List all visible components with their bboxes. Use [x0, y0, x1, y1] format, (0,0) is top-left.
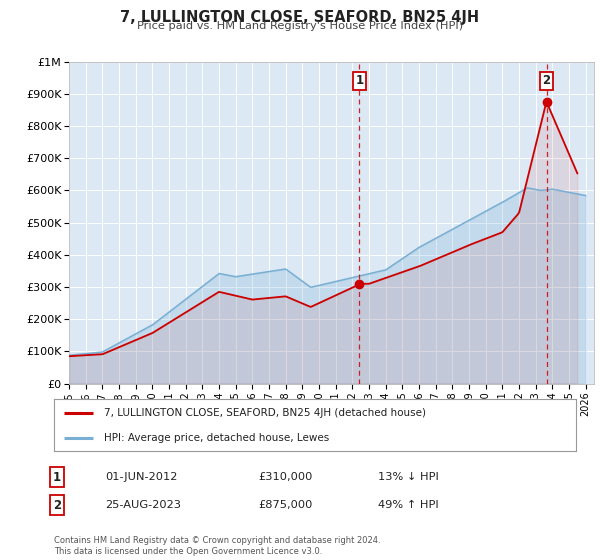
Text: Price paid vs. HM Land Registry's House Price Index (HPI): Price paid vs. HM Land Registry's House … [137, 21, 463, 31]
Text: 2: 2 [542, 74, 551, 87]
Text: HPI: Average price, detached house, Lewes: HPI: Average price, detached house, Lewe… [104, 433, 329, 443]
Text: 7, LULLINGTON CLOSE, SEAFORD, BN25 4JH: 7, LULLINGTON CLOSE, SEAFORD, BN25 4JH [121, 10, 479, 25]
Text: 1: 1 [53, 470, 61, 484]
Text: £875,000: £875,000 [258, 500, 313, 510]
Text: 2: 2 [53, 498, 61, 512]
Text: £310,000: £310,000 [258, 472, 313, 482]
Text: 49% ↑ HPI: 49% ↑ HPI [378, 500, 439, 510]
Text: Contains HM Land Registry data © Crown copyright and database right 2024.
This d: Contains HM Land Registry data © Crown c… [54, 536, 380, 556]
Text: 25-AUG-2023: 25-AUG-2023 [105, 500, 181, 510]
Text: 13% ↓ HPI: 13% ↓ HPI [378, 472, 439, 482]
Text: 7, LULLINGTON CLOSE, SEAFORD, BN25 4JH (detached house): 7, LULLINGTON CLOSE, SEAFORD, BN25 4JH (… [104, 408, 425, 418]
Text: 01-JUN-2012: 01-JUN-2012 [105, 472, 178, 482]
Text: 1: 1 [355, 74, 364, 87]
